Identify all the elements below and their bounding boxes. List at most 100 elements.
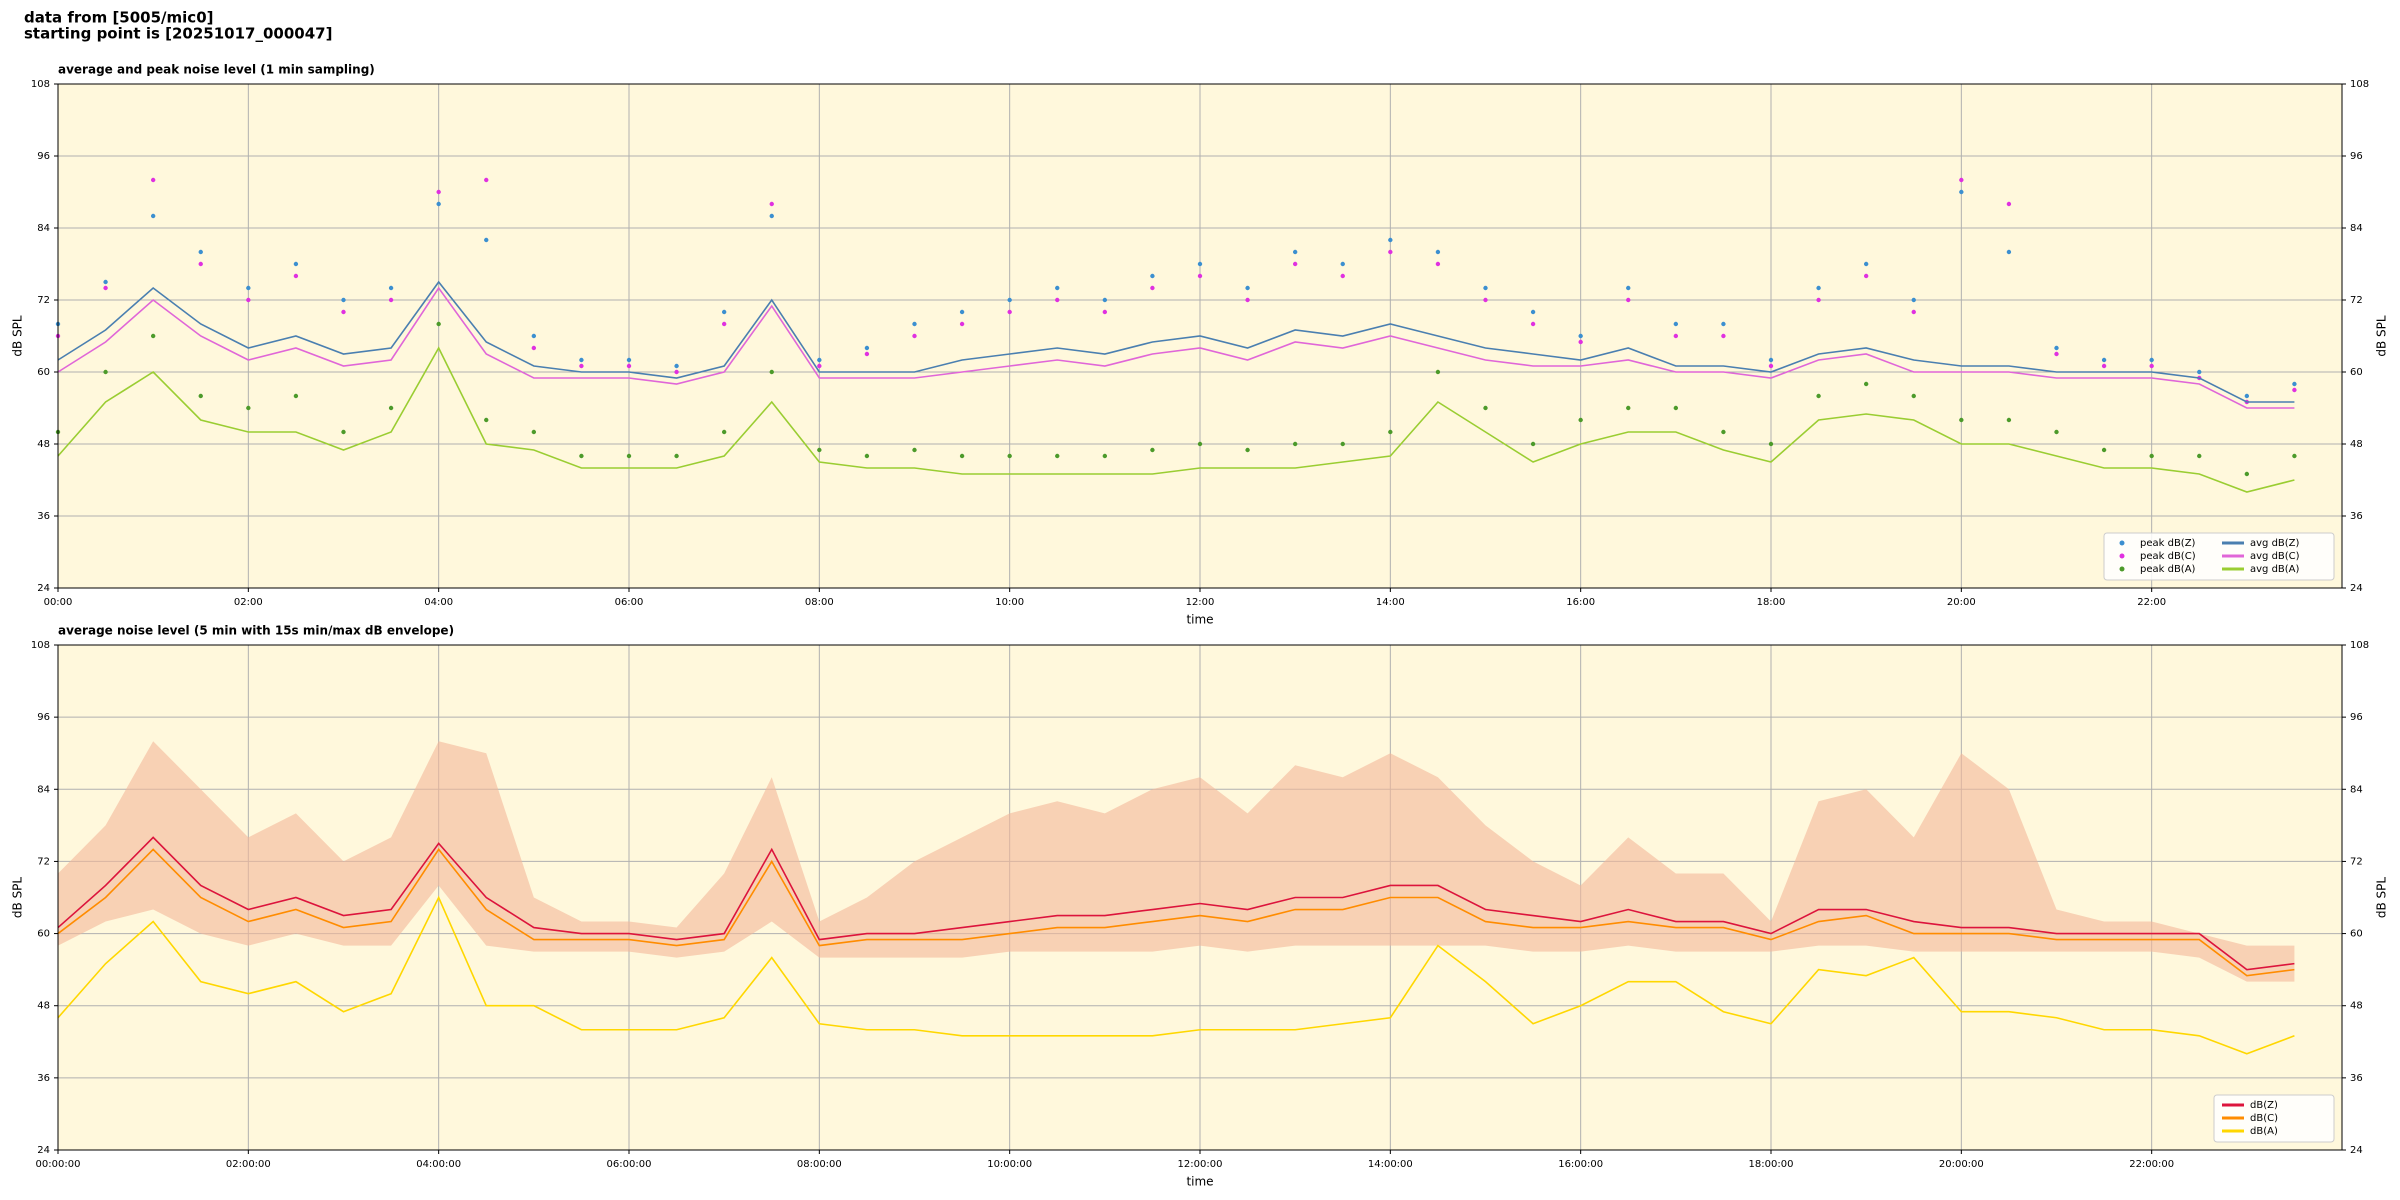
- y-tick-label: 60: [2350, 367, 2363, 378]
- peak-dot: [2292, 387, 2297, 393]
- peak-dot: [2101, 357, 2107, 363]
- x-tick-label: 02:00:00: [226, 1159, 271, 1170]
- x-tick-label: 06:00:00: [607, 1159, 652, 1170]
- y-tick-label: 72: [2350, 295, 2363, 306]
- legend-label: avg dB(A): [2250, 564, 2300, 575]
- peak-dot: [1150, 447, 1155, 453]
- x-tick-label: 10:00:00: [987, 1159, 1032, 1170]
- peak-dot: [769, 213, 774, 219]
- y-tick-label: 96: [37, 151, 50, 162]
- peak-dot: [1863, 261, 1869, 267]
- y-tick-label: 96: [37, 712, 50, 723]
- legend-label: dB(Z): [2250, 1100, 2278, 1111]
- peak-dot: [959, 453, 965, 459]
- y-tick-label: 108: [31, 79, 50, 90]
- peak-dot: [531, 429, 537, 435]
- peak-dot: [2054, 351, 2059, 357]
- peak-dot: [1197, 273, 1203, 279]
- peak-dot: [1245, 447, 1250, 453]
- series-line: [57, 895, 2295, 1055]
- x-axis-label: time: [1186, 1175, 1213, 1189]
- legend-label: peak dB(C): [2140, 551, 2196, 562]
- x-tick-label: 18:00:00: [1749, 1159, 1794, 1170]
- series-line: [57, 286, 2295, 409]
- peak-dot: [721, 429, 727, 435]
- peak-dot: [1911, 393, 1916, 399]
- peak-dot: [1863, 381, 1869, 387]
- y-tick-label: 24: [2350, 1145, 2363, 1156]
- peak-dot: [2006, 201, 2012, 207]
- peak-dot: [1483, 285, 1488, 291]
- peak-dot: [2054, 345, 2059, 351]
- peak-dot: [388, 405, 394, 411]
- peak-dot: [1578, 333, 1583, 339]
- peak-dot: [626, 363, 632, 369]
- y-axis-label: dB SPL: [2375, 877, 2389, 919]
- peak-dot: [1626, 285, 1631, 291]
- peak-dot: [2149, 453, 2154, 459]
- peak-dot: [1150, 273, 1155, 279]
- y-tick-label: 72: [37, 856, 50, 867]
- chart-title: average and peak noise level (1 min samp…: [58, 63, 375, 77]
- legend-label: dB(C): [2250, 1113, 2278, 1124]
- peak-dot: [2292, 453, 2297, 459]
- peak-dot: [1388, 429, 1393, 435]
- peak-dot: [674, 369, 679, 375]
- peak-dot: [1055, 285, 1060, 291]
- peak-dot: [674, 363, 679, 369]
- y-axis-label: dB SPL: [11, 315, 25, 357]
- y-tick-label: 36: [2350, 1073, 2363, 1084]
- plot-frame: [57, 644, 2343, 1151]
- peak-dot: [198, 261, 203, 267]
- y-tick-label: 84: [2350, 223, 2363, 234]
- peak-dot: [579, 357, 584, 363]
- x-tick-label: 14:00: [1376, 597, 1405, 608]
- peak-dot: [1197, 261, 1203, 267]
- peak-dot: [2149, 357, 2154, 363]
- peak-dot: [388, 297, 394, 303]
- x-tick-label: 22:00:00: [2129, 1159, 2174, 1170]
- peak-dot: [864, 453, 870, 459]
- peak-dot: [388, 285, 394, 291]
- peak-dot: [1578, 339, 1583, 345]
- peak-dot: [1388, 237, 1393, 243]
- peak-dot: [2054, 429, 2059, 435]
- peak-dot: [817, 357, 822, 363]
- legend-box: [2103, 532, 2335, 581]
- y-tick-label: 84: [37, 223, 50, 234]
- peak-dot: [817, 447, 822, 453]
- peak-dot: [1721, 333, 1726, 339]
- peak-dot: [484, 177, 489, 183]
- peak-dot: [484, 417, 489, 423]
- y-tick-label: 48: [37, 439, 50, 450]
- peak-dot: [341, 297, 346, 303]
- peak-dot: [1388, 249, 1393, 255]
- y-tick-label: 24: [37, 583, 50, 594]
- peak-dot: [103, 285, 108, 291]
- peak-dot: [103, 369, 108, 375]
- peak-dot: [1340, 273, 1345, 279]
- peak-dot: [1292, 249, 1298, 255]
- y-tick-label: 84: [2350, 784, 2363, 795]
- peak-dot: [1768, 363, 1774, 369]
- x-tick-label: 16:00: [1566, 597, 1595, 608]
- peak-dot: [1959, 189, 1964, 195]
- peak-dot: [959, 309, 965, 315]
- x-tick-label: 20:00: [1947, 597, 1976, 608]
- legend-marker: [2119, 553, 2125, 559]
- peak-dot: [531, 345, 537, 351]
- x-tick-label: 04:00:00: [416, 1159, 461, 1170]
- peak-dot: [1102, 309, 1108, 315]
- peak-dot: [1530, 321, 1536, 327]
- legend-marker: [2119, 540, 2125, 546]
- peak-dot: [817, 363, 822, 369]
- peak-dot: [436, 201, 441, 207]
- x-tick-label: 08:00:00: [797, 1159, 842, 1170]
- peak-dot: [1340, 261, 1345, 267]
- legend-marker: [2119, 566, 2125, 572]
- peak-dot: [2006, 417, 2012, 423]
- peak-dot: [721, 309, 727, 315]
- peak-dot: [531, 333, 537, 339]
- peak-dot: [1530, 309, 1536, 315]
